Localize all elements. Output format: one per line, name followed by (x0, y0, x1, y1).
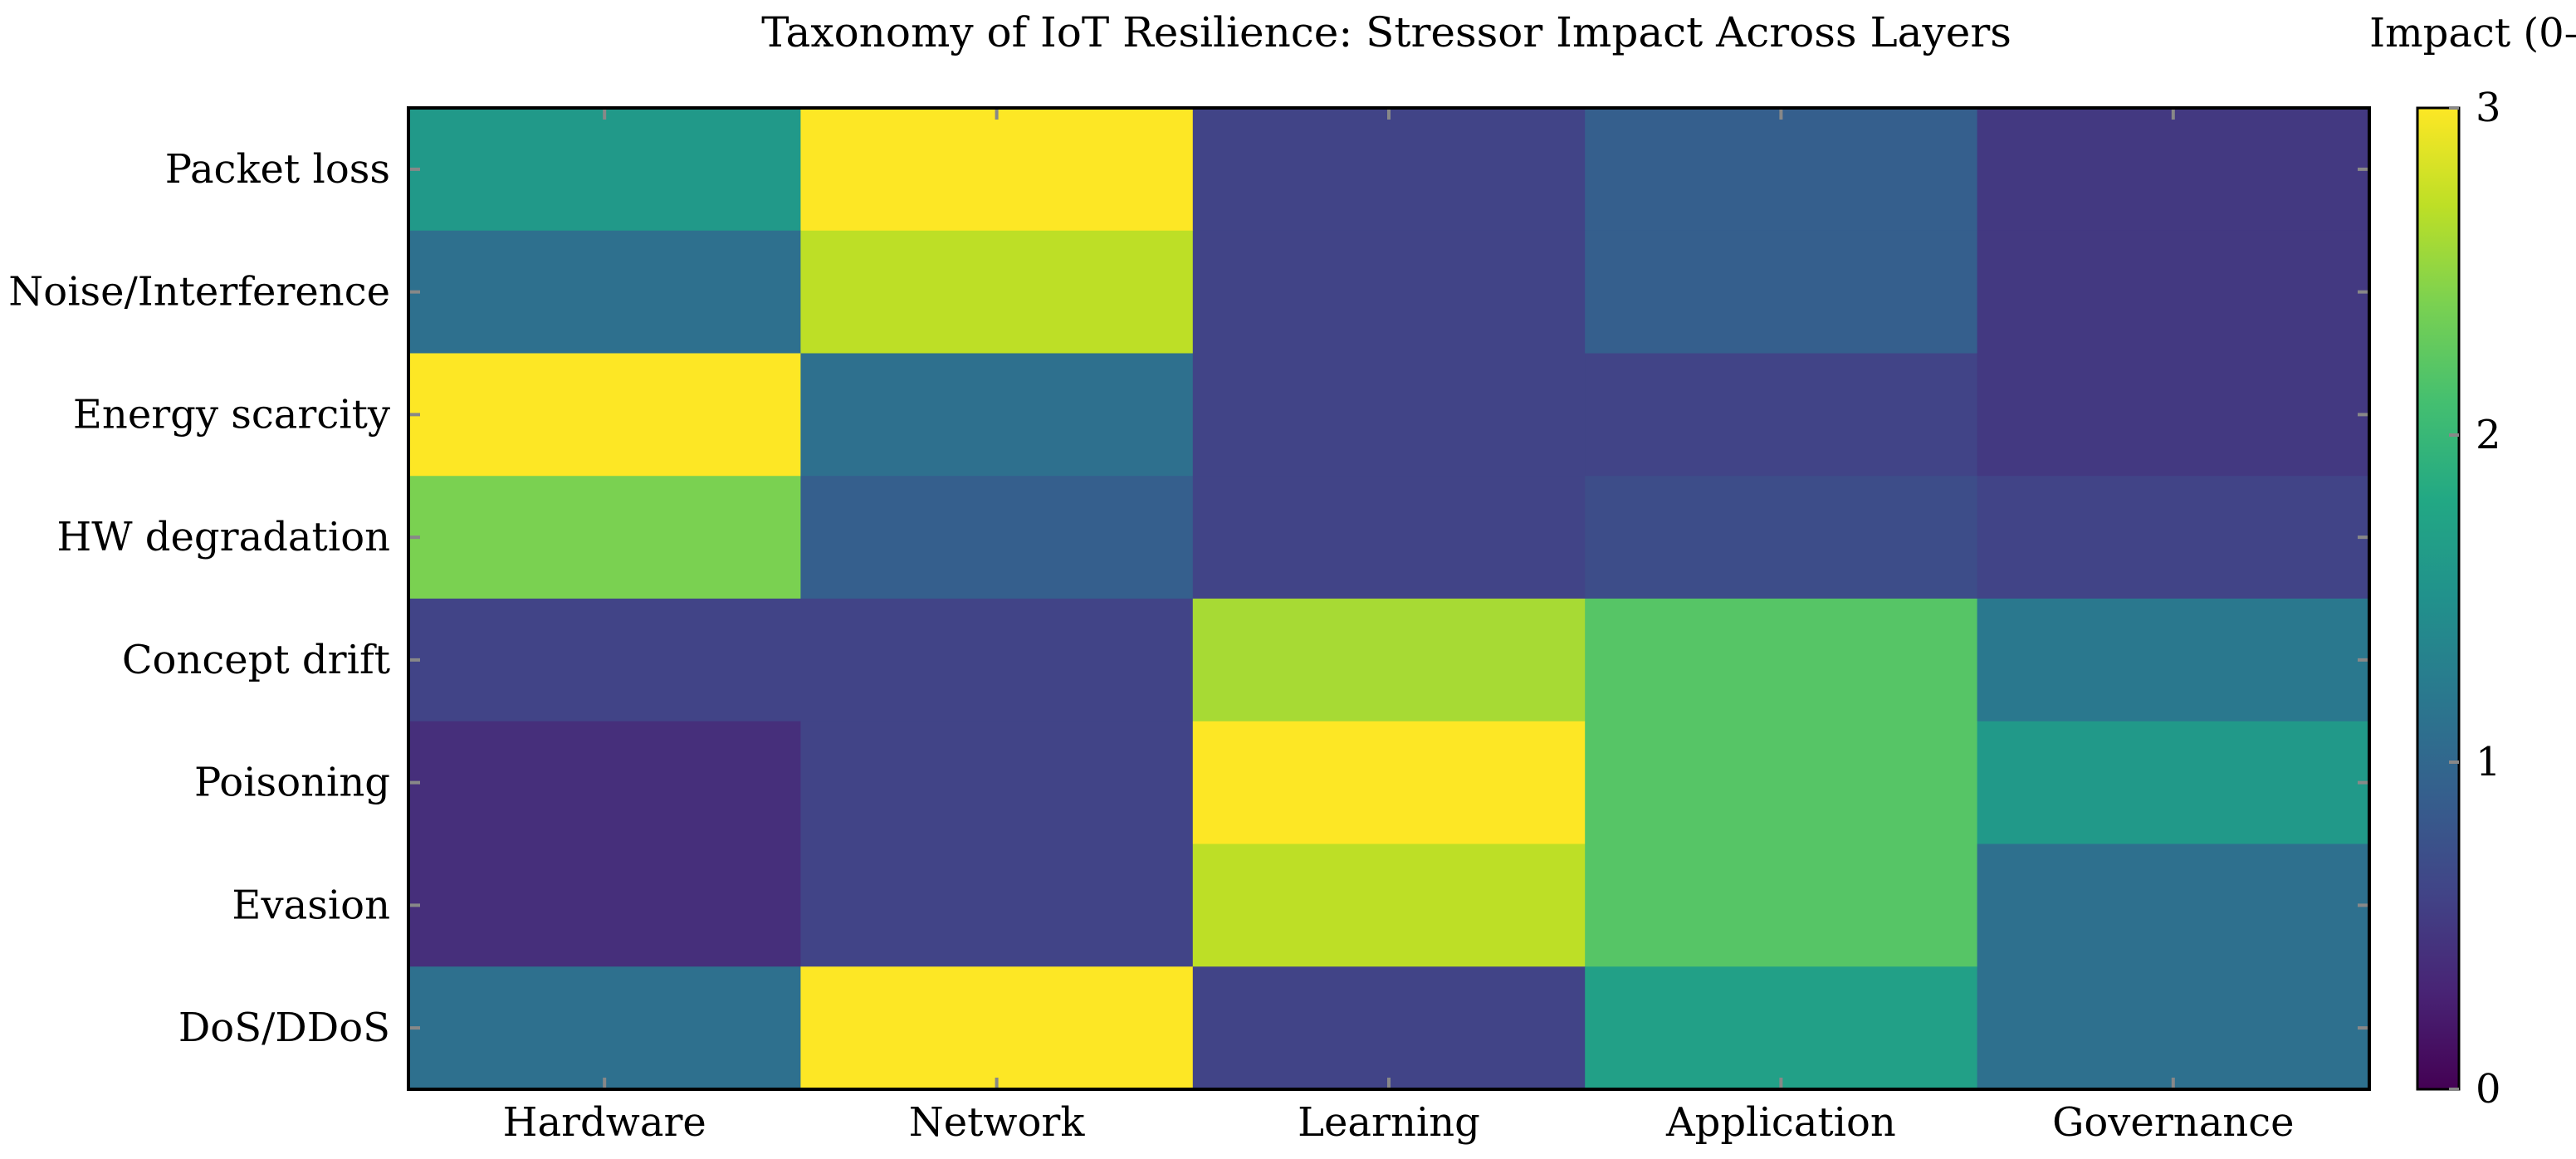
heatmap-cell (1192, 353, 1586, 477)
heatmap-cell (1977, 966, 2370, 1090)
heatmap-cells (408, 108, 2370, 1090)
heatmap-cell (1585, 476, 1978, 599)
heatmap-cell (1977, 230, 2370, 355)
colorbar-tick-label: 0 (2476, 1066, 2501, 1113)
heatmap-cell (800, 353, 1194, 477)
x-axis: Hardware Network Learning Application Govern… (503, 108, 2295, 1146)
heatmap-cell (1192, 966, 1586, 1090)
heatmap-cell (408, 108, 801, 232)
heatmap-cell (800, 108, 1194, 232)
y-tick-label: Noise/Interference (8, 269, 390, 315)
y-tick-label: HW degradation (56, 514, 390, 560)
colorbar-tick-label: 3 (2476, 85, 2501, 131)
heatmap-cell (1585, 108, 1978, 232)
heatmap-cell (1192, 721, 1586, 845)
heatmap-cell (1192, 844, 1586, 967)
x-tick-label: Network (909, 1099, 1086, 1146)
y-tick-label: Evasion (232, 882, 390, 928)
colorbar-label: Impact (0–3) (2369, 10, 2576, 56)
heatmap-cell (1192, 476, 1586, 599)
heatmap-cell (1977, 476, 2370, 599)
heatmap-cell (408, 476, 801, 599)
heatmap-cell (1977, 353, 2370, 477)
heatmap-cell (408, 230, 801, 355)
chart-title: Taxonomy of IoT Resilience: Stressor Imp… (761, 8, 2011, 56)
colorbar: 0 1 2 3 (2416, 85, 2501, 1113)
heatmap-cell (408, 844, 801, 967)
x-tick-label: Governance (2052, 1099, 2294, 1146)
colorbar-tick-label: 2 (2476, 412, 2501, 458)
heatmap-cell (1977, 721, 2370, 845)
y-axis: Packet loss Noise/Interference Energy scar… (8, 146, 2369, 1051)
heatmap-cell (800, 476, 1194, 599)
heatmap-cell (1585, 721, 1978, 845)
y-tick-label: Packet loss (165, 146, 390, 193)
heatmap-cell (1585, 966, 1978, 1090)
heatmap-cell (408, 721, 801, 845)
heatmap-cell (408, 599, 801, 722)
y-tick-label: Energy scarcity (73, 391, 390, 438)
heatmap-cell (800, 599, 1194, 722)
heatmap-cell (1977, 108, 2370, 232)
heatmap-cell (1977, 844, 2370, 967)
heatmap-cell (1585, 353, 1978, 477)
y-tick-label: DoS/DDoS (178, 1005, 390, 1051)
heatmap-cell (1192, 108, 1586, 232)
plot-frame (407, 106, 2371, 1091)
heatmap-cell (800, 844, 1194, 967)
heatmap-cell (1192, 599, 1586, 722)
heatmap-cell (800, 230, 1194, 355)
heatmap-cell (1585, 844, 1978, 967)
heatmap-cell (1585, 230, 1978, 355)
x-tick-label: Application (1665, 1099, 1896, 1146)
heatmap-cell (1585, 599, 1978, 722)
heatmap-cell (800, 966, 1194, 1090)
heatmap-cell (800, 721, 1194, 845)
y-tick-label: Poisoning (194, 760, 390, 806)
x-tick-label: Hardware (503, 1099, 706, 1146)
heatmap-cell (408, 966, 801, 1090)
heatmap-cell (1977, 599, 2370, 722)
colorbar-tick-label: 1 (2476, 739, 2501, 785)
x-tick-label: Learning (1298, 1099, 1480, 1146)
colorbar-gradient (2416, 106, 2461, 1091)
heatmap-cell (1192, 230, 1586, 355)
y-tick-label: Concept drift (122, 637, 390, 683)
heatmap-cell (408, 353, 801, 477)
